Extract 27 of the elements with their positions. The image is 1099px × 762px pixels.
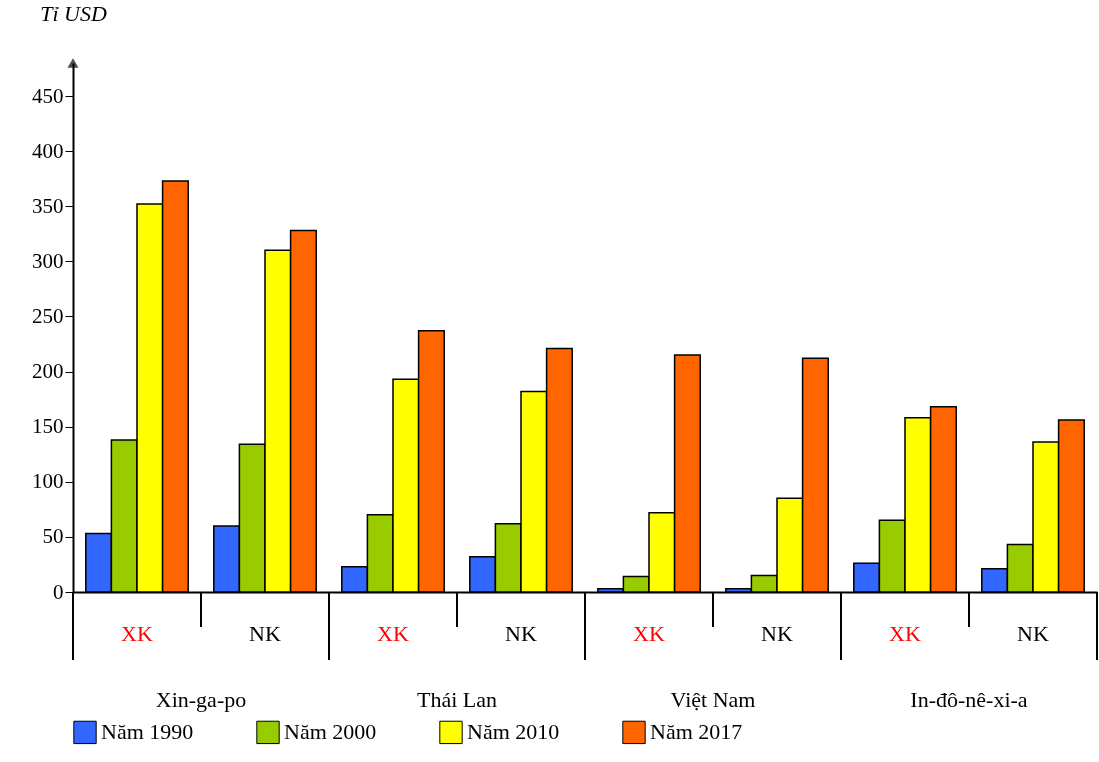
text: In-đô-nê-xi-a — [910, 687, 1028, 712]
y-tick-label: 450 — [32, 83, 64, 108]
y-axis-title: Tỉ USD — [40, 0, 107, 26]
x-tick-label: XK — [633, 621, 665, 646]
x-tick-label: XK — [889, 621, 921, 646]
legend-label: Năm 2017 — [650, 719, 743, 745]
legend-label: Năm 2000 — [284, 719, 377, 745]
x-tick-label: NK — [1017, 621, 1049, 646]
y-tick-label: 400 — [32, 138, 64, 163]
text: Thái Lan — [416, 687, 498, 712]
y-tick-label: 200 — [32, 359, 64, 384]
y-tick-label: 50 — [42, 524, 64, 549]
legend-label: Năm 1990 — [101, 719, 194, 745]
x-tick-label: XK — [377, 621, 409, 646]
y-tick-label: 150 — [32, 414, 64, 439]
y-tick-label: 300 — [32, 248, 64, 273]
text: Việt Nam — [670, 687, 756, 712]
y-tick-label: 250 — [32, 303, 64, 328]
x-tick-label: XK — [121, 621, 153, 646]
y-tick-label: 100 — [32, 469, 64, 494]
y-tick-label: 0 — [53, 579, 64, 604]
y-tick-label: 350 — [32, 193, 64, 218]
legend-label: Năm 2010 — [467, 719, 560, 745]
x-tick-label: NK — [505, 621, 537, 646]
text: Xin-ga-po — [155, 687, 247, 712]
x-tick-label: NK — [761, 621, 793, 646]
x-tick-label: NK — [249, 621, 281, 646]
